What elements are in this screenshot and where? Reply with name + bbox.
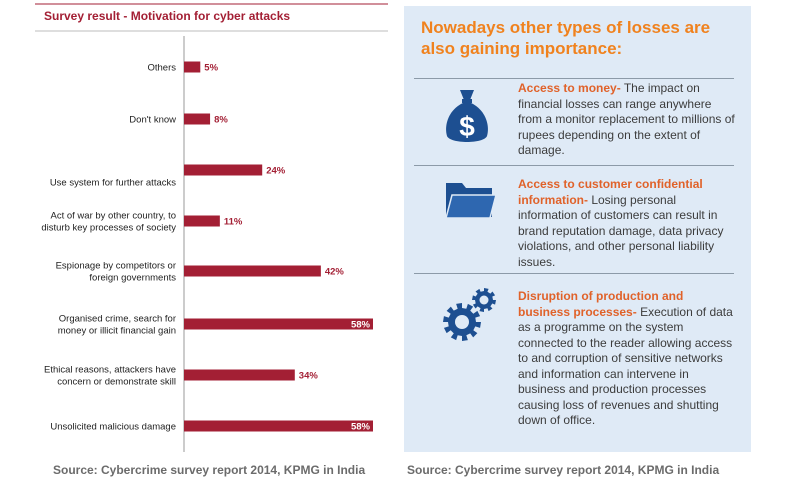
gears-icon bbox=[443, 288, 496, 341]
money-bag-icon: $ bbox=[446, 90, 488, 142]
data-label: 5% bbox=[204, 63, 218, 74]
category-label: Organised crime, search for money or illi… bbox=[58, 314, 176, 337]
category-label: Espionage by competitors or foreign gover… bbox=[56, 261, 177, 284]
category-label: Use system for further attacks bbox=[50, 178, 176, 189]
bar bbox=[184, 164, 263, 176]
panel-item-money-text: The impact on financial losses can range… bbox=[518, 81, 735, 157]
panel-item-money: Access to money- The impact on financial… bbox=[518, 81, 736, 159]
panel-divider bbox=[414, 165, 734, 166]
panel-item-disruption-heading: Disruption of production and business pr… bbox=[518, 289, 684, 319]
panel-title: Nowadays other types of losses are also … bbox=[421, 18, 711, 58]
data-label: 11% bbox=[224, 217, 243, 228]
category-label: Unsolicited malicious damage bbox=[50, 422, 176, 433]
panel-item-customer-info-heading: Access to customer confidential informat… bbox=[518, 177, 703, 207]
data-label: 24% bbox=[266, 166, 286, 177]
source-note-right: Source: Cybercrime survey report 2014, K… bbox=[407, 463, 720, 477]
data-label: 42% bbox=[325, 267, 345, 278]
svg-text:$: $ bbox=[459, 111, 475, 142]
panel-divider bbox=[414, 273, 734, 274]
panel-item-customer-info: Access to customer confidential informat… bbox=[518, 177, 736, 270]
bar bbox=[184, 420, 373, 432]
losses-info-panel: Nowadays other types of losses are also … bbox=[404, 6, 751, 452]
bar-chart: 5% Others 8% Don't know 24% Use system for fu… bbox=[35, 3, 388, 452]
data-label: 8% bbox=[214, 115, 228, 126]
bar bbox=[184, 61, 201, 73]
category-label: Don't know bbox=[129, 115, 176, 126]
panel-item-disruption: Disruption of production and business pr… bbox=[518, 289, 736, 429]
category-label: Ethical reasons, attackers have concern o… bbox=[44, 365, 176, 388]
category-label: Act of war by other country, to disturb k… bbox=[41, 211, 176, 234]
folder-icon bbox=[445, 183, 497, 219]
bar bbox=[184, 318, 373, 330]
bar bbox=[184, 369, 295, 381]
data-label: 34% bbox=[299, 371, 319, 382]
data-label: 58% bbox=[351, 320, 371, 331]
category-label: Others bbox=[147, 63, 176, 74]
chart-title: Survey result - Motivation for cyber att… bbox=[44, 9, 291, 23]
panel-divider bbox=[414, 78, 734, 79]
panel-item-money-heading: Access to money- bbox=[518, 81, 621, 95]
panel-item-disruption-text: Execution of data as a programme on the … bbox=[518, 304, 733, 428]
source-note-left: Source: Cybercrime survey report 2014, K… bbox=[53, 463, 366, 477]
bar bbox=[184, 113, 211, 125]
bar bbox=[184, 265, 321, 277]
panel-item-customer-info-text: Losing personal information of customers… bbox=[518, 192, 724, 269]
data-label: 58% bbox=[351, 422, 371, 433]
bar bbox=[184, 215, 220, 227]
